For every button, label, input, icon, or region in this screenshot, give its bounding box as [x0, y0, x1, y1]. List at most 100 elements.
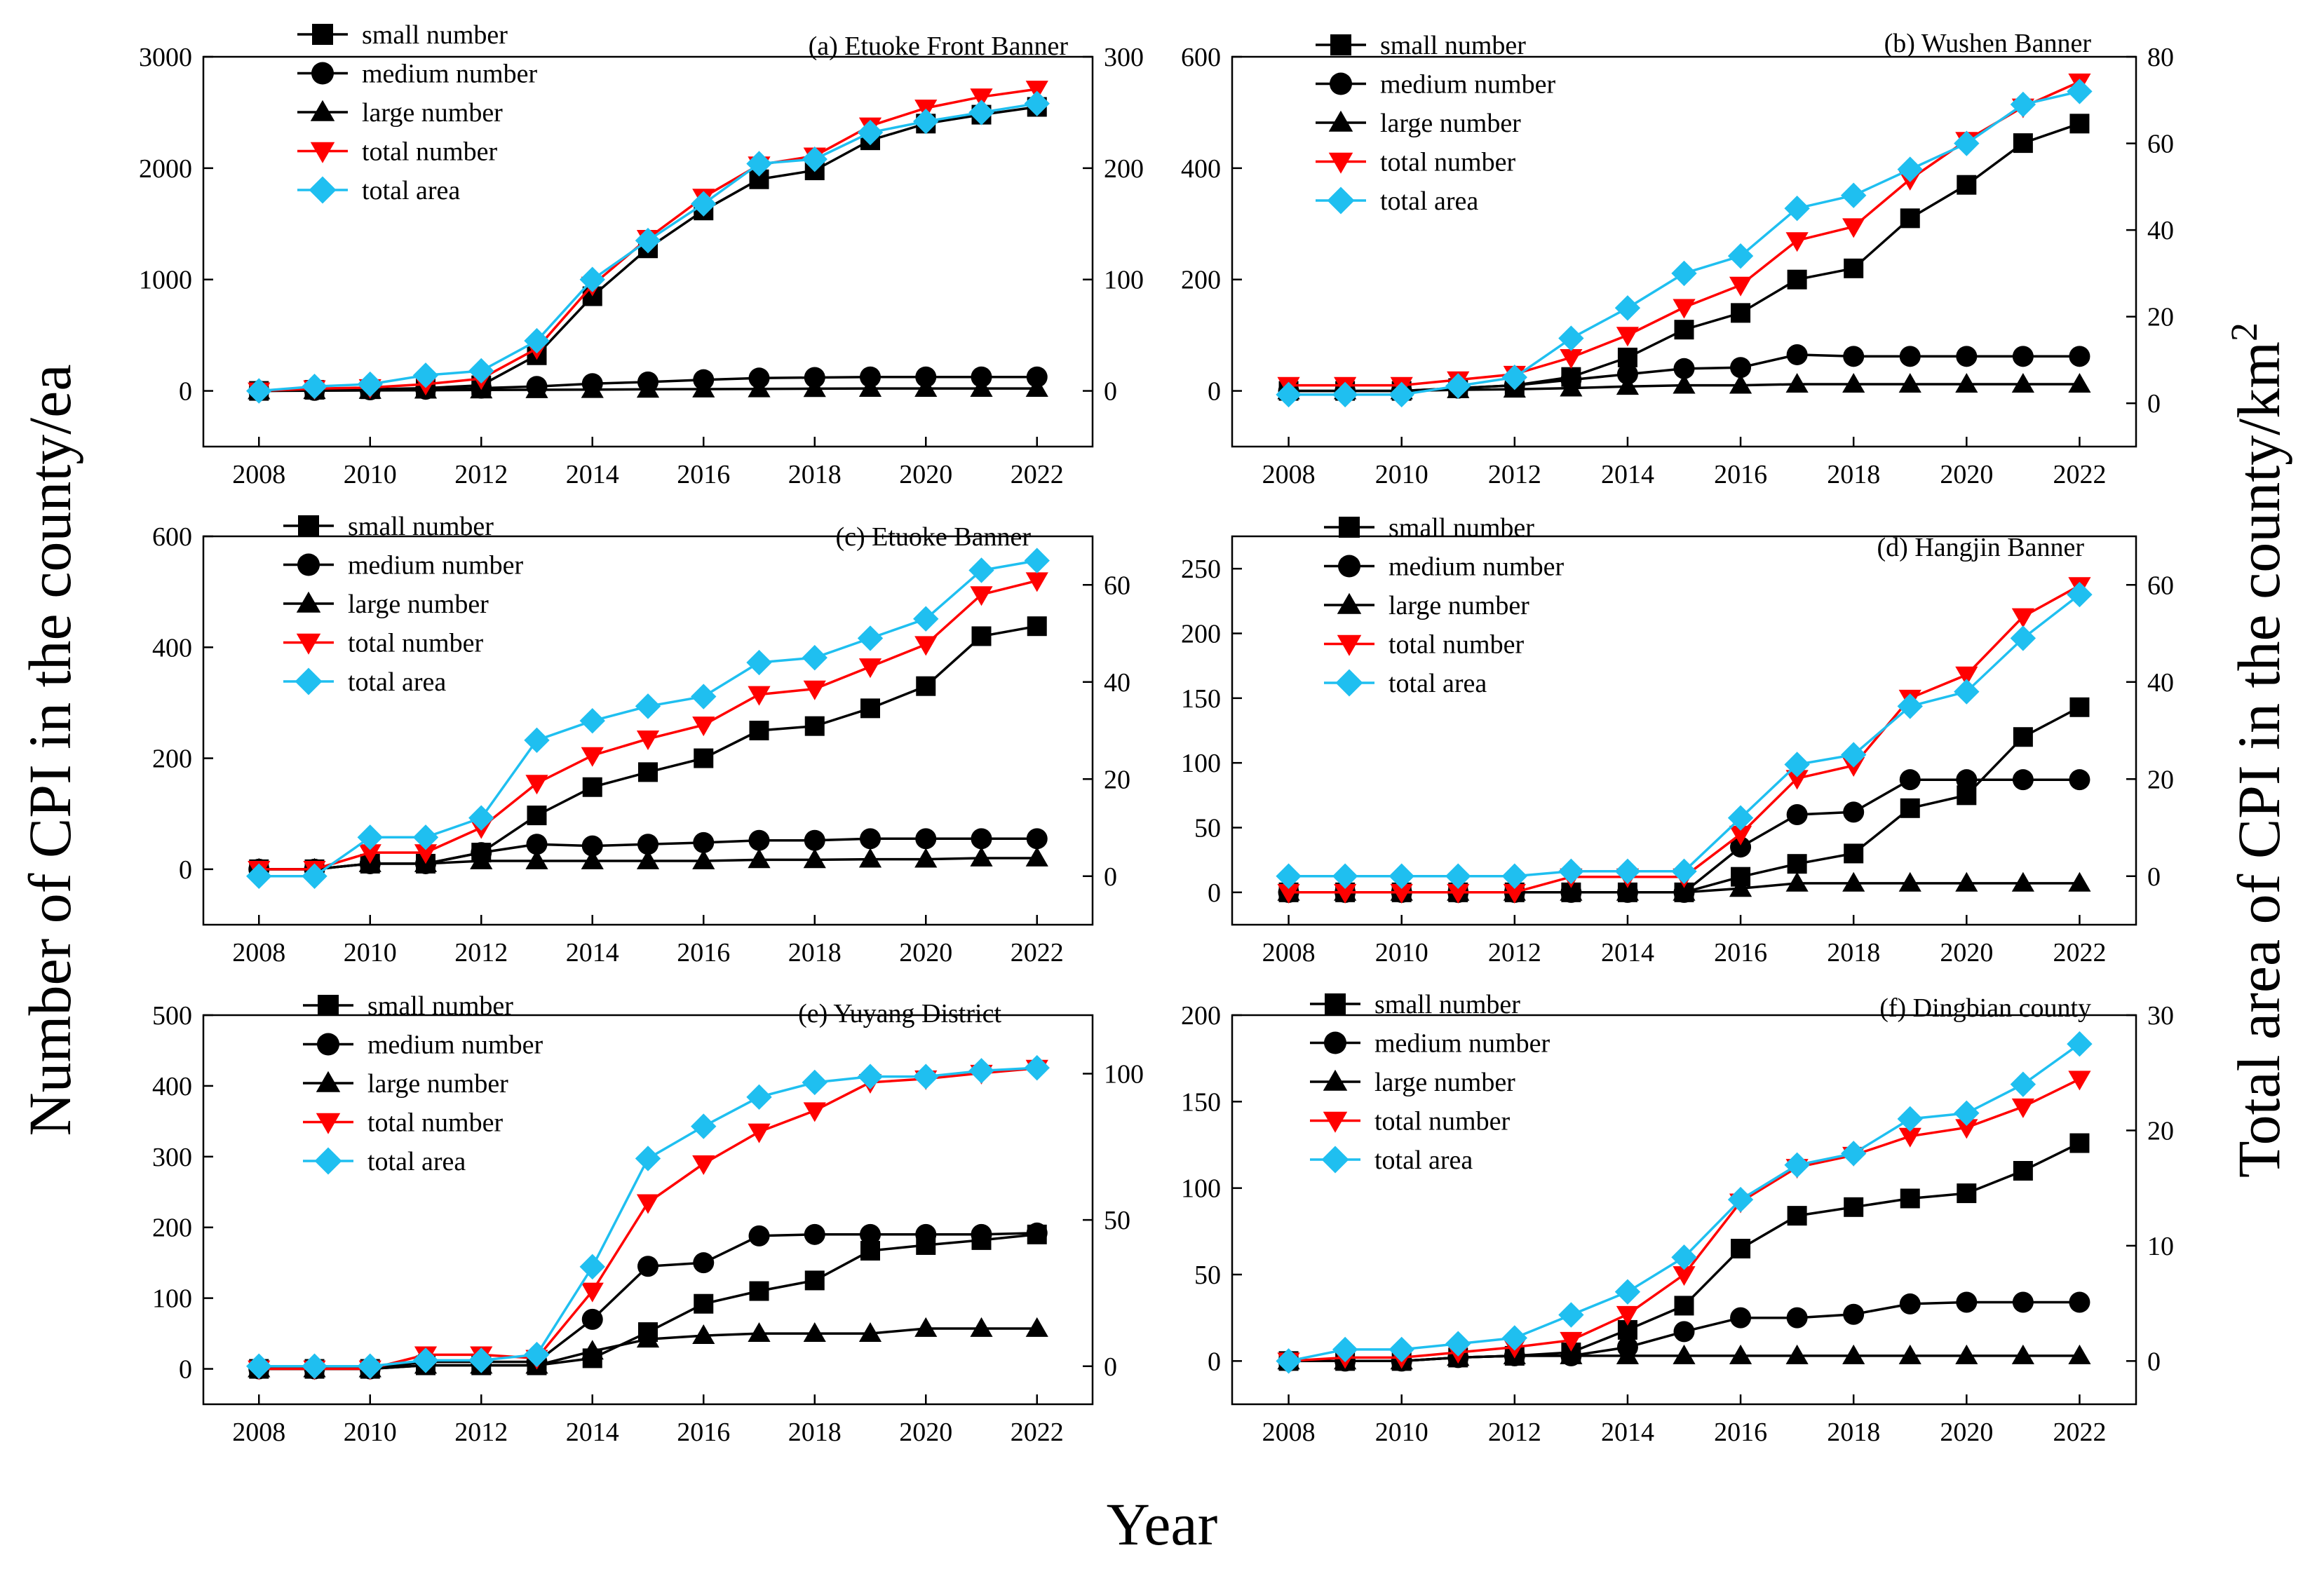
data-point-large-number: [692, 1324, 715, 1345]
series-total-area: [1276, 581, 2093, 889]
y-tick-label-right: 0: [1104, 1352, 1117, 1382]
data-point-total-area: [857, 119, 884, 146]
panels: 2008 2010 2012 2014 2016 2018 2020 202201000200…: [139, 20, 2174, 1447]
x-tick-label: 2016: [1714, 938, 1767, 967]
legend: small number medium number large number tot…: [1316, 31, 1555, 216]
data-point-total-area: [1501, 364, 1528, 390]
data-point-large-number: [858, 848, 882, 868]
x-tick-label: 2018: [788, 1418, 842, 1447]
legend-triangle-marker: [296, 591, 321, 613]
plot-frame: [1231, 535, 2137, 926]
data-point-total-area: [1276, 381, 1302, 408]
data-point-medium-number: [1026, 1222, 1048, 1244]
legend-diamond-marker: [1335, 669, 1363, 697]
data-point-small-number: [527, 806, 547, 826]
y-tick-label-left: 3000: [139, 43, 192, 72]
legend: small number medium number large number tot…: [297, 20, 537, 205]
legend: small number medium number large number tot…: [283, 512, 523, 697]
data-point-total-area: [1784, 1152, 1810, 1178]
data-point-large-number: [748, 377, 771, 398]
data-point-small-number: [2069, 114, 2090, 134]
legend: small number medium number large number tot…: [1324, 513, 1564, 698]
data-point-total-area: [857, 625, 884, 651]
legend-label-medium-number: medium number: [362, 60, 537, 89]
data-point-total-number: [1334, 883, 1357, 904]
data-point-total-number: [1390, 883, 1413, 904]
data-point-total-area: [579, 1254, 605, 1280]
legend-triangle-down-marker: [296, 633, 321, 655]
legend-square-marker: [1330, 34, 1351, 55]
data-point-large-number: [1025, 846, 1048, 867]
panel-title: (e) Yuyang District: [798, 999, 1001, 1028]
legend-diamond-marker: [309, 176, 337, 204]
data-point-small-number: [749, 1281, 769, 1301]
data-point-total-area: [802, 146, 827, 172]
data-point-total-number: [1560, 1331, 1583, 1352]
data-point-total-number: [2068, 1071, 2091, 1091]
data-point-total-number: [914, 636, 938, 656]
legend-label-medium-number: medium number: [367, 1031, 543, 1060]
legend-label-total-area: total area: [1380, 186, 1478, 216]
data-point-total-area: [1614, 1279, 1641, 1305]
legend-label-small-number: small number: [1380, 31, 1526, 60]
legend-label-total-number: total number: [348, 629, 483, 658]
series-total-number: [1277, 577, 2091, 904]
data-point-small-number: [1731, 303, 1751, 323]
legend-label-large-number: large number: [1380, 109, 1521, 138]
data-point-large-number: [914, 848, 938, 868]
data-point-total-area: [746, 151, 772, 177]
data-point-medium-number: [915, 828, 937, 850]
x-tick-label: 2022: [2053, 1418, 2106, 1447]
chart-panel: 2008 2010 2012 2014 2016 2018 2020 202205010015…: [1181, 990, 2174, 1447]
data-point-total-area: [412, 362, 439, 388]
legend-circle-marker: [1324, 1031, 1346, 1054]
panel-title: (a) Etuoke Front Banner: [809, 32, 1069, 61]
data-point-large-number: [1898, 871, 1921, 892]
y-axis-label-left: Number of CPI in the county/ea: [16, 364, 83, 1136]
data-point-medium-number: [2012, 346, 2034, 367]
data-point-total-area: [357, 824, 383, 850]
data-point-total-number: [2011, 608, 2034, 628]
data-point-large-number: [636, 378, 660, 398]
data-point-total-number: [692, 716, 715, 737]
plot-frame: [202, 1014, 1094, 1406]
data-point-medium-number: [860, 828, 881, 850]
y-tick-label-left: 200: [1181, 1001, 1221, 1031]
y-tick-label-left: 150: [1181, 1087, 1221, 1117]
data-point-total-number: [748, 686, 771, 706]
data-point-total-area: [691, 191, 717, 217]
legend-triangle-down-marker: [316, 1113, 341, 1134]
legend-label-medium-number: medium number: [1380, 70, 1555, 100]
data-point-medium-number: [637, 834, 658, 855]
series-total-number: [248, 572, 1048, 881]
data-point-total-number: [1842, 218, 1865, 238]
data-point-small-number: [1674, 1296, 1694, 1316]
legend-label-total-area: total area: [362, 176, 460, 205]
data-point-small-number: [1731, 1239, 1751, 1258]
y-tick-label-left: 400: [152, 1072, 192, 1101]
x-tick-label: 2010: [1375, 1418, 1428, 1447]
data-point-small-number: [2013, 1161, 2033, 1181]
data-point-total-area: [412, 824, 439, 850]
data-point-total-number: [1616, 1305, 1640, 1326]
data-point-medium-number: [1843, 346, 1865, 367]
plot-frame: [1231, 1014, 2137, 1406]
x-tick-label: 2008: [1262, 460, 1316, 489]
y-tick-label-right: 40: [1104, 668, 1130, 698]
data-point-large-number: [1955, 1344, 1978, 1364]
legend-label-medium-number: medium number: [1374, 1029, 1550, 1059]
data-point-large-number: [748, 1322, 771, 1342]
y-tick-label-left: 150: [1181, 684, 1221, 714]
data-point-total-area: [746, 1084, 772, 1110]
data-point-medium-number: [1899, 1293, 1921, 1315]
data-point-total-area: [2010, 625, 2036, 651]
legend-diamond-marker: [314, 1147, 342, 1175]
data-point-large-number: [1898, 1344, 1921, 1364]
data-point-total-area: [913, 606, 939, 632]
data-point-total-area: [1445, 863, 1471, 889]
data-point-total-area: [1954, 1100, 1980, 1126]
x-tick-label: 2012: [1488, 1418, 1541, 1447]
data-point-large-number: [2068, 1344, 2091, 1364]
data-point-total-area: [1954, 130, 1980, 156]
